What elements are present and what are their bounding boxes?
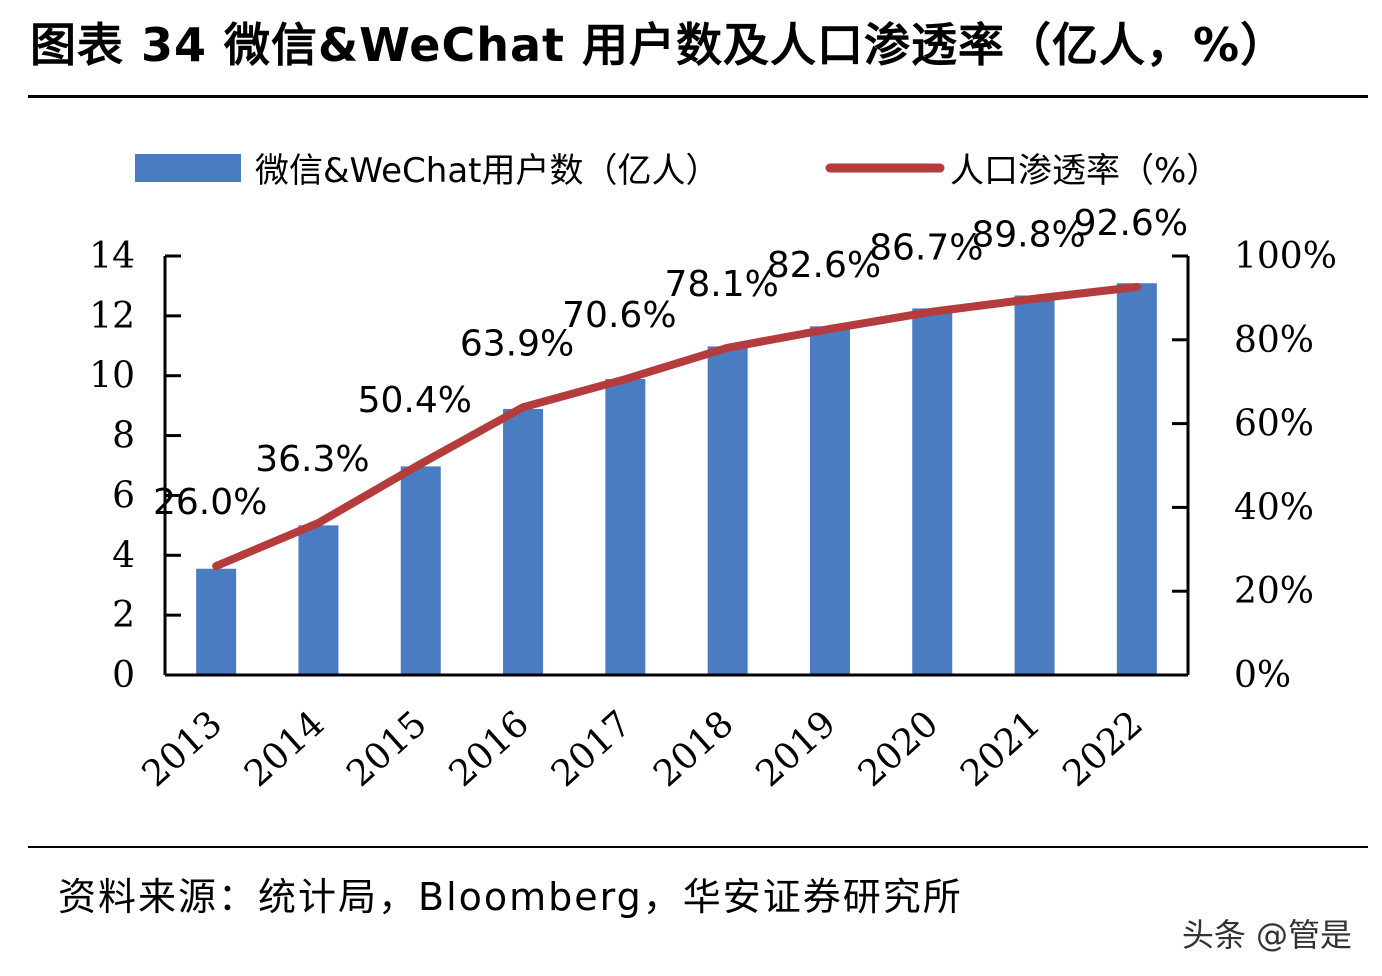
penetration-line [212, 283, 1141, 571]
bar-2015 [400, 466, 441, 675]
left-tick-label: 2 [112, 595, 135, 636]
bar-2021 [1014, 295, 1055, 675]
right-tick-label: 40% [1234, 487, 1314, 528]
x-tick-label-2016: 2016 [442, 703, 538, 795]
axes: 0 2 4 6 8 10 12 14 0% 20% 40% 60% 80% 100% [89, 236, 1337, 696]
bar-2020 [912, 308, 953, 675]
line-data-label-2021: 89.8% [971, 215, 1085, 256]
x-tick-label-2021: 2021 [953, 703, 1049, 795]
right-tick-label: 20% [1234, 571, 1314, 612]
legend-bar-swatch [135, 154, 241, 182]
right-tick-label: 80% [1234, 320, 1314, 361]
watermark: 头条 @管是 [1181, 916, 1352, 954]
bar-2014 [298, 525, 339, 675]
source-rule [28, 846, 1368, 848]
line-data-label-2016: 63.9% [460, 323, 574, 364]
right-tick-label: 100% [1234, 236, 1337, 277]
line-data-label-2022: 92.6% [1074, 203, 1188, 244]
x-tick-label-2019: 2019 [748, 703, 844, 795]
legend-bar-label: 微信&WeChat用户数（亿人） [255, 151, 720, 191]
x-tick-label-2017: 2017 [544, 703, 640, 795]
bar-2013 [196, 568, 237, 675]
line-data-label-2015: 50.4% [358, 380, 472, 421]
x-tick-label-2014: 2014 [237, 703, 333, 795]
legend: 微信&WeChat用户数（亿人） 人口渗透率（%） [135, 151, 1220, 191]
left-tick-label: 4 [112, 535, 135, 576]
x-tick-label-2015: 2015 [339, 703, 435, 795]
bar-2017 [605, 379, 646, 675]
x-axis-labels: 2013 2014 2015 2016 2017 2018 2019 2020 2021 2022 [135, 703, 1151, 795]
left-tick-label: 6 [112, 475, 135, 516]
source-note: 资料来源：统计局，Bloomberg，华安证券研究所 [58, 875, 963, 919]
right-tick-label: 0% [1234, 655, 1291, 696]
bar-2022 [1116, 283, 1157, 675]
bar-2016 [503, 408, 544, 675]
title-rule [28, 95, 1368, 98]
combo-chart: 微信&WeChat用户数（亿人） 人口渗透率（%） 0 2 4 6 8 10 12 14 0% 2… [89, 151, 1337, 795]
left-tick-label: 14 [89, 236, 135, 277]
line-data-label-2018: 78.1% [664, 264, 778, 305]
line-data-label-2013: 26.0% [153, 482, 267, 523]
x-tick-label-2018: 2018 [646, 703, 742, 795]
line-data-label-2019: 82.6% [767, 245, 881, 286]
line-data-label-2014: 36.3% [255, 439, 369, 480]
bar-2019 [809, 326, 850, 675]
line-data-label-2017: 70.6% [562, 295, 676, 336]
chart-title: 图表 34 微信&WeChat 用户数及人口渗透率（亿人，%） [30, 18, 1288, 72]
right-tick-label: 60% [1234, 404, 1314, 445]
legend-line-label: 人口渗透率（%） [950, 151, 1220, 191]
line-series: 26.0%36.3% 50.4% 63.9%70.6%78.1%82.6%86.7%… [153, 203, 1188, 571]
x-tick-label-2013: 2013 [135, 703, 231, 795]
x-tick-label-2020: 2020 [851, 703, 947, 795]
x-tick-label-2022: 2022 [1055, 703, 1151, 795]
bar-series [196, 283, 1157, 675]
left-tick-label: 10 [89, 356, 135, 397]
left-tick-label: 0 [112, 655, 135, 696]
left-tick-label: 12 [89, 296, 135, 337]
left-tick-label: 8 [112, 416, 135, 457]
bar-2018 [707, 346, 748, 675]
line-data-label-2020: 86.7% [869, 228, 983, 269]
